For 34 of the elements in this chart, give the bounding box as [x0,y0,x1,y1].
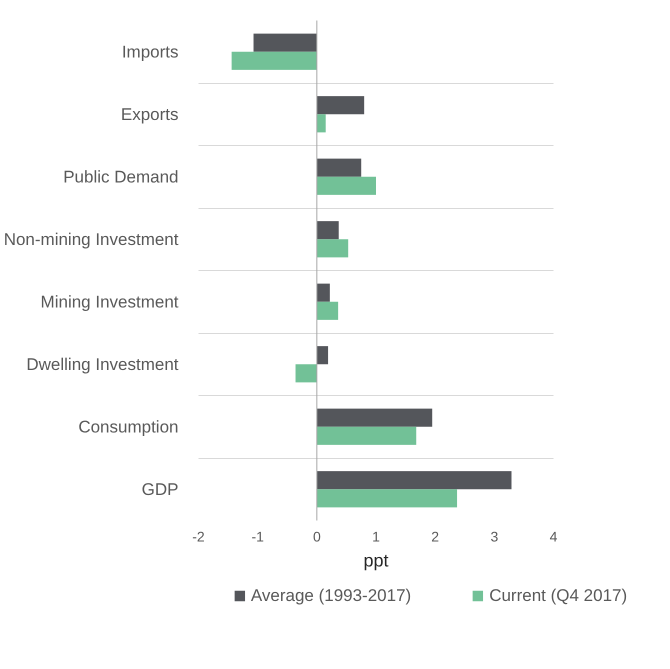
bar [316,221,339,240]
y-tick-label: Mining Investment [40,292,179,312]
bar [296,364,317,382]
bar [316,96,364,114]
bar [316,426,416,445]
bar [232,52,317,70]
y-tick-label: Exports [120,104,179,124]
y-tick-label: Dwelling Investment [26,354,179,374]
y-tick-label: Consumption [78,417,179,436]
x-tick-label: 1 [372,528,380,544]
y-tick-label: Non-mining Investment [4,230,179,249]
x-tick-label: 3 [490,528,498,544]
bar [316,346,328,364]
bar [316,239,348,258]
bar [316,284,330,302]
x-tick-label: -2 [192,528,205,544]
x-tick-label: -1 [251,528,264,544]
y-tick-label: Public Demand [63,167,178,186]
bar [316,302,338,320]
x-tick-label: 2 [431,528,440,544]
bar [316,408,432,427]
bar [316,471,512,490]
bar [254,34,317,52]
y-tick-label: GDP [142,480,179,499]
bar [316,158,362,177]
legend-label: Average (1993-2017) [250,586,412,606]
x-tick-label: 0 [312,528,321,544]
bar [316,176,376,195]
bar [316,114,326,132]
bar [316,489,458,508]
y-tick-label: Imports [122,42,179,62]
x-tick-label: 4 [550,528,558,544]
legend-label: Current (Q4 2017) [489,586,628,606]
x-axis-title: ppt [363,550,389,570]
